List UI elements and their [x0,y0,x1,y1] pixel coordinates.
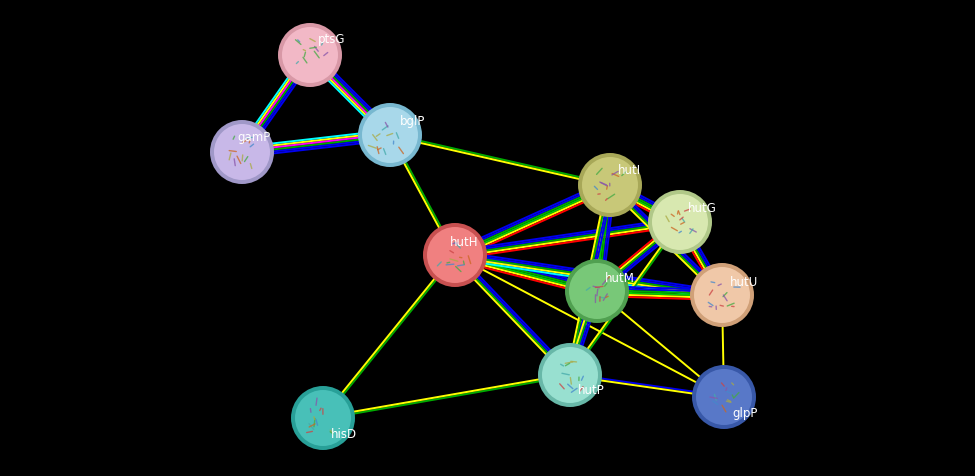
Circle shape [278,23,342,87]
Circle shape [362,107,418,163]
Text: gamP: gamP [237,131,270,145]
Circle shape [694,267,750,323]
Circle shape [291,386,355,450]
Text: bglP: bglP [400,115,425,128]
Text: ptsG: ptsG [318,33,345,47]
Circle shape [569,263,625,319]
Circle shape [542,347,598,403]
Circle shape [423,223,487,287]
Circle shape [648,190,712,254]
Circle shape [696,369,752,425]
Circle shape [582,157,638,213]
Circle shape [565,259,629,323]
Circle shape [692,365,756,429]
Circle shape [214,124,270,180]
Circle shape [358,103,422,167]
Circle shape [295,390,351,446]
Text: hutI: hutI [618,165,642,178]
Circle shape [210,120,274,184]
Circle shape [652,194,708,250]
Text: hutU: hutU [730,276,759,288]
Circle shape [427,227,483,283]
Circle shape [538,343,602,407]
Text: hutP: hutP [578,385,604,397]
Circle shape [578,153,642,217]
Text: hisD: hisD [331,427,357,440]
Text: hutM: hutM [605,271,635,285]
Circle shape [690,263,754,327]
Text: hutG: hutG [688,202,717,216]
Text: hutH: hutH [450,236,479,248]
Circle shape [282,27,338,83]
Text: glpP: glpP [732,407,758,419]
